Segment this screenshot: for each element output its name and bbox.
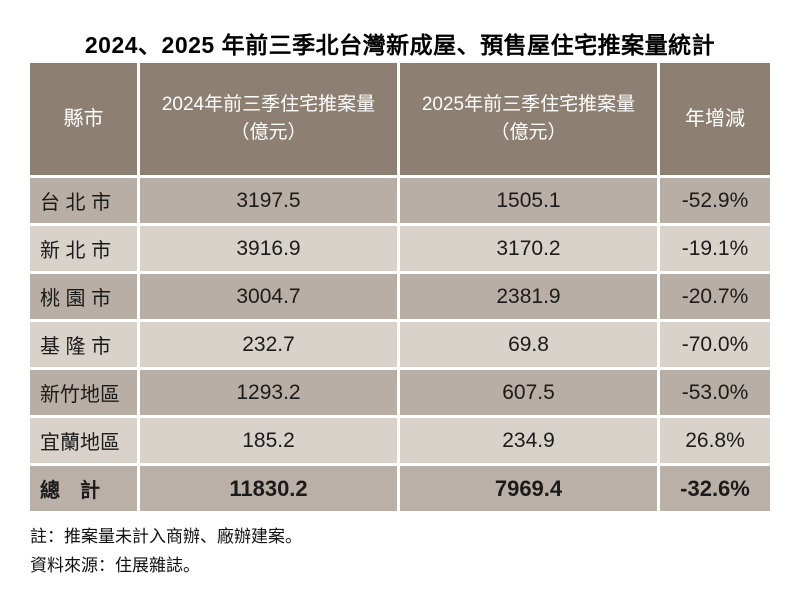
row-newtaipei-2025: 3170.2 — [400, 226, 657, 271]
header-2025-line2: （億元） — [490, 122, 567, 143]
housing-stats-table: 縣市 2024年前三季住宅推案量 （億元） 2025年前三季住宅推案量 （億元）… — [30, 63, 770, 511]
row-hsinchu-city: 新竹地區 — [30, 370, 137, 415]
note-line-1: 註：推案量未計入商辦、廠辦建案。 — [30, 527, 302, 546]
row-taipei-2024: 3197.5 — [140, 178, 397, 223]
header-cell-yoy: 年增減 — [660, 63, 770, 175]
row-yilan-city: 宜蘭地區 — [30, 418, 137, 463]
row-taoyuan-city: 桃 園 市 — [30, 274, 137, 319]
row-taoyuan-yoy: -20.7% — [660, 274, 770, 319]
row-keelung-city: 基 隆 市 — [30, 322, 137, 367]
row-yilan-yoy: 26.8% — [660, 418, 770, 463]
row-total-2024: 11830.2 — [140, 466, 397, 511]
note-line-2: 資料來源：住展雜誌。 — [30, 555, 200, 575]
header-2024-line2: （億元） — [230, 122, 307, 143]
row-taipei-2025: 1505.1 — [400, 178, 657, 223]
row-taipei-yoy: -52.9% — [660, 178, 770, 223]
row-taipei-city: 台 北 市 — [30, 178, 137, 223]
row-keelung-yoy: -70.0% — [660, 322, 770, 367]
row-newtaipei-2024: 3916.9 — [140, 226, 397, 271]
row-newtaipei-city: 新 北 市 — [30, 226, 137, 271]
footnotes: 註：推案量未計入商辦、廠辦建案。 資料來源：住展雜誌。 — [30, 523, 302, 580]
row-hsinchu-2025: 607.5 — [400, 370, 657, 415]
row-hsinchu-yoy: -53.0% — [660, 370, 770, 415]
row-taoyuan-2025: 2381.9 — [400, 274, 657, 319]
header-cell-2025: 2025年前三季住宅推案量 （億元） — [400, 63, 657, 175]
row-newtaipei-yoy: -19.1% — [660, 226, 770, 271]
header-2025-line1: 2025年前三季住宅推案量 — [421, 94, 636, 116]
header-cell-city: 縣市 — [30, 63, 137, 175]
row-keelung-2025: 69.8 — [400, 322, 657, 367]
header-yoy-label: 年增減 — [685, 107, 745, 130]
row-total-2025: 7969.4 — [400, 466, 657, 511]
row-keelung-2024: 232.7 — [140, 322, 397, 367]
header-2024-line1: 2024年前三季住宅推案量 — [161, 94, 376, 116]
row-yilan-2025: 234.9 — [400, 418, 657, 463]
row-yilan-2024: 185.2 — [140, 418, 397, 463]
page-title: 2024、2025 年前三季北台灣新成屋、預售屋住宅推案量統計 — [84, 32, 716, 58]
header-cell-2024: 2024年前三季住宅推案量 （億元） — [140, 63, 397, 175]
row-total-yoy: -32.6% — [660, 466, 770, 511]
header-city-label: 縣市 — [63, 107, 104, 130]
row-taoyuan-2024: 3004.7 — [140, 274, 397, 319]
row-total-label: 總 計 — [30, 466, 137, 511]
row-hsinchu-2024: 1293.2 — [140, 370, 397, 415]
